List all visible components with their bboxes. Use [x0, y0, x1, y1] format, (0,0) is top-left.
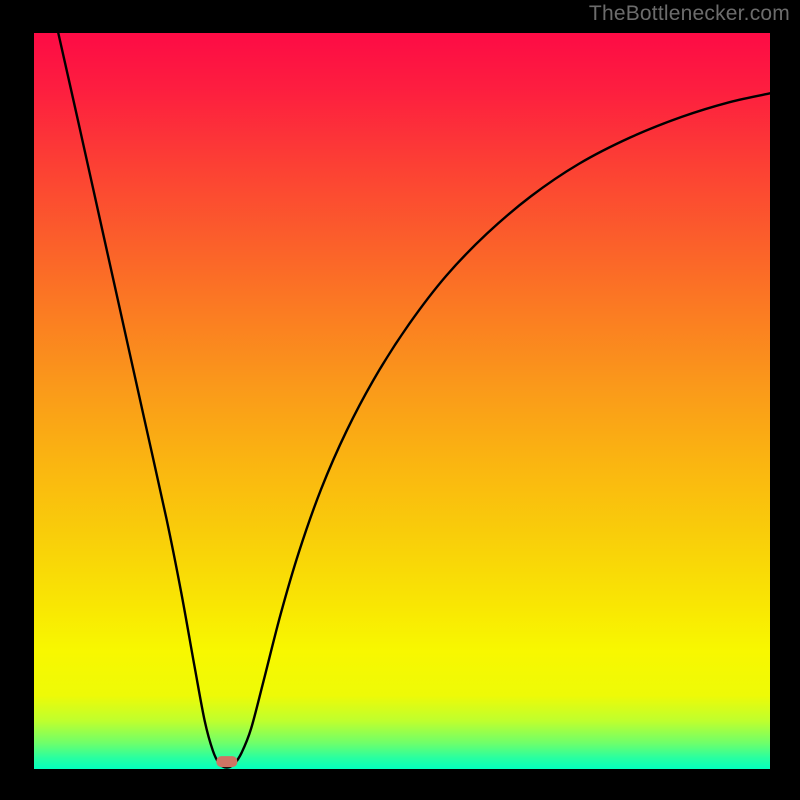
minimum-marker [216, 756, 237, 767]
plot-gradient-background [34, 33, 770, 769]
chart-container: TheBottlenecker.com [0, 0, 800, 800]
bottleneck-curve-chart [0, 0, 800, 800]
watermark-text: TheBottlenecker.com [589, 2, 790, 26]
